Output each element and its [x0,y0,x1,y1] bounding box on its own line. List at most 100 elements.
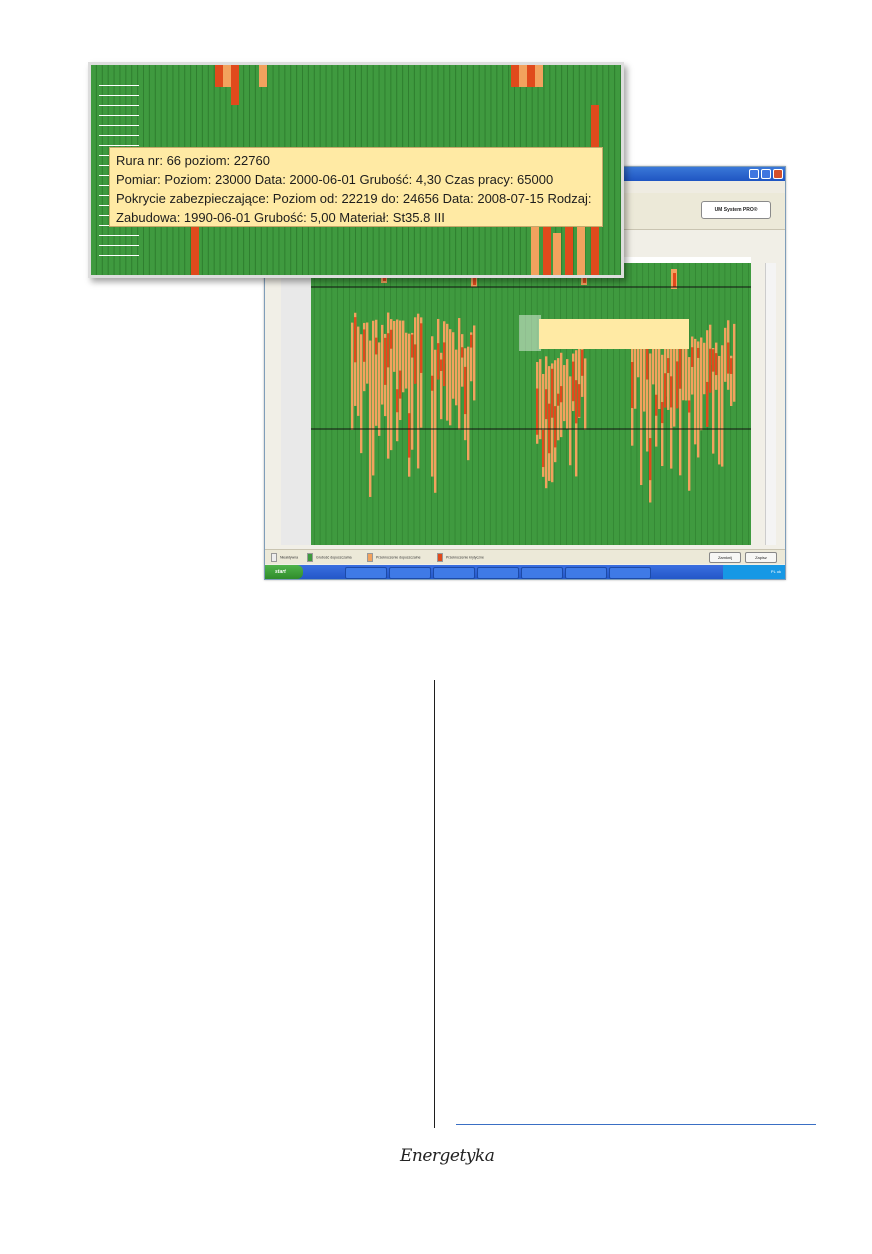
close-button[interactable] [773,169,783,179]
zoom-level-tick [99,95,139,96]
zoom-level-tick [99,235,139,236]
pipe-column-divider [419,263,421,545]
critical-segment [390,329,393,349]
taskbar-item[interactable] [521,567,563,579]
minimize-button[interactable] [749,169,759,179]
pipe-column-divider [595,263,597,545]
pipe-column-divider [654,263,655,545]
zoom-defect-top [527,65,535,87]
critical-segment [414,344,417,384]
warning-segment [351,322,354,430]
pipe-column-divider [519,263,520,545]
zoom-level-tick [99,105,139,106]
taskbar-item[interactable] [609,567,651,579]
warning-segment [688,357,691,491]
pipe-column-divider [466,263,468,545]
critical-segment [437,343,440,380]
critical-segment [548,403,551,454]
critical-segment [572,361,575,402]
warning-segment [706,330,709,420]
critical-segment [676,361,679,409]
pipe-column-divider [683,263,685,545]
warning-segment [685,320,688,401]
warning-segment [452,332,455,399]
save-button[interactable]: Zapisz [745,552,777,563]
pipe-column-divider [531,263,532,545]
warning-segment [372,320,375,476]
warning-segment [703,342,706,395]
warning-segment [721,345,724,467]
taskbar-item[interactable] [389,567,431,579]
maximize-button[interactable] [761,169,771,179]
zoom-defect-top [519,65,527,87]
critical-segment [712,349,715,372]
critical-segment [706,381,709,427]
zoom-highlight [519,315,541,351]
pipe-column-divider [472,263,473,545]
pipe-column-divider [366,263,368,545]
warning-segment [542,373,545,477]
zoom-defect-top [223,65,231,87]
zoom-pipe-divider [95,65,97,275]
critical-segment [670,376,673,408]
warning-segment [545,356,548,489]
zoom-level-tick [99,255,139,256]
critical-segment [551,368,554,418]
warning-segment [390,319,393,451]
legend-critical-label: Przekroczenie krytyczne [446,555,484,560]
pipe-column-divider [589,263,591,545]
warning-segment [637,333,640,378]
critical-segment [554,406,557,448]
tooltip-line-installation: Zabudowa: 1990-06-01 Grubość: 5,00 Mater… [116,210,445,225]
zoom-defect-bottom [553,233,561,275]
warning-segment [467,346,470,461]
legend-bar: Nieaktywna Grubość dopuszczalna Przekroc… [265,549,785,564]
critical-segment [542,429,545,468]
close-dialog-button[interactable]: Zamknij [709,552,741,563]
warning-segment [578,345,581,418]
pipe-column-divider [736,263,737,545]
zoom-level-tick [99,145,139,146]
warning-segment [539,359,542,440]
taskbar-item[interactable] [433,567,475,579]
legend-inactive-label: Nieaktywna [280,555,299,560]
warning-segment [718,355,721,465]
pipe-thickness-map[interactable] [281,263,751,545]
start-button[interactable]: start [265,565,303,579]
warning-segment [455,349,458,406]
pipe-column-divider [313,263,315,545]
taskbar-item[interactable] [477,567,519,579]
critical-segment [557,393,560,406]
critical-segment [440,359,443,372]
pipe-column-divider [331,263,333,545]
zoom-pipe-divider [608,65,610,275]
warning-segment [733,323,736,402]
pipe-column-divider [613,263,614,545]
warning-segment [566,359,569,430]
zoom-level-tick [99,245,139,246]
warning-segment [396,319,399,442]
warning-segment [697,341,700,458]
warning-segment [366,322,369,384]
pipe-column-divider [443,263,444,545]
warning-segment [730,355,733,407]
zoom-level-tick [99,85,139,86]
pipe-column-divider [401,263,403,545]
legend-warning-swatch [367,553,373,562]
pipe-column-divider [460,263,462,545]
critical-segment [420,323,423,373]
vertical-scrollbar[interactable] [765,263,776,545]
critical-segment [667,358,670,374]
taskbar-item[interactable] [565,567,607,579]
pipe-column-divider [349,263,350,545]
taskbar-item[interactable] [345,567,387,579]
pipe-tooltip: Rura nr: 66 poziom: 22760 Pomiar: Poziom… [109,147,603,227]
warning-segment [440,352,443,420]
um-system-badge: UM System PRO® [701,201,771,219]
warning-segment [700,337,703,431]
energetyka-logo: Energetyka [400,1146,495,1166]
warning-segment [655,323,658,447]
pipe-column-divider [724,263,726,545]
zoom-defect-top [259,65,267,87]
pipe-column-divider [748,263,749,545]
